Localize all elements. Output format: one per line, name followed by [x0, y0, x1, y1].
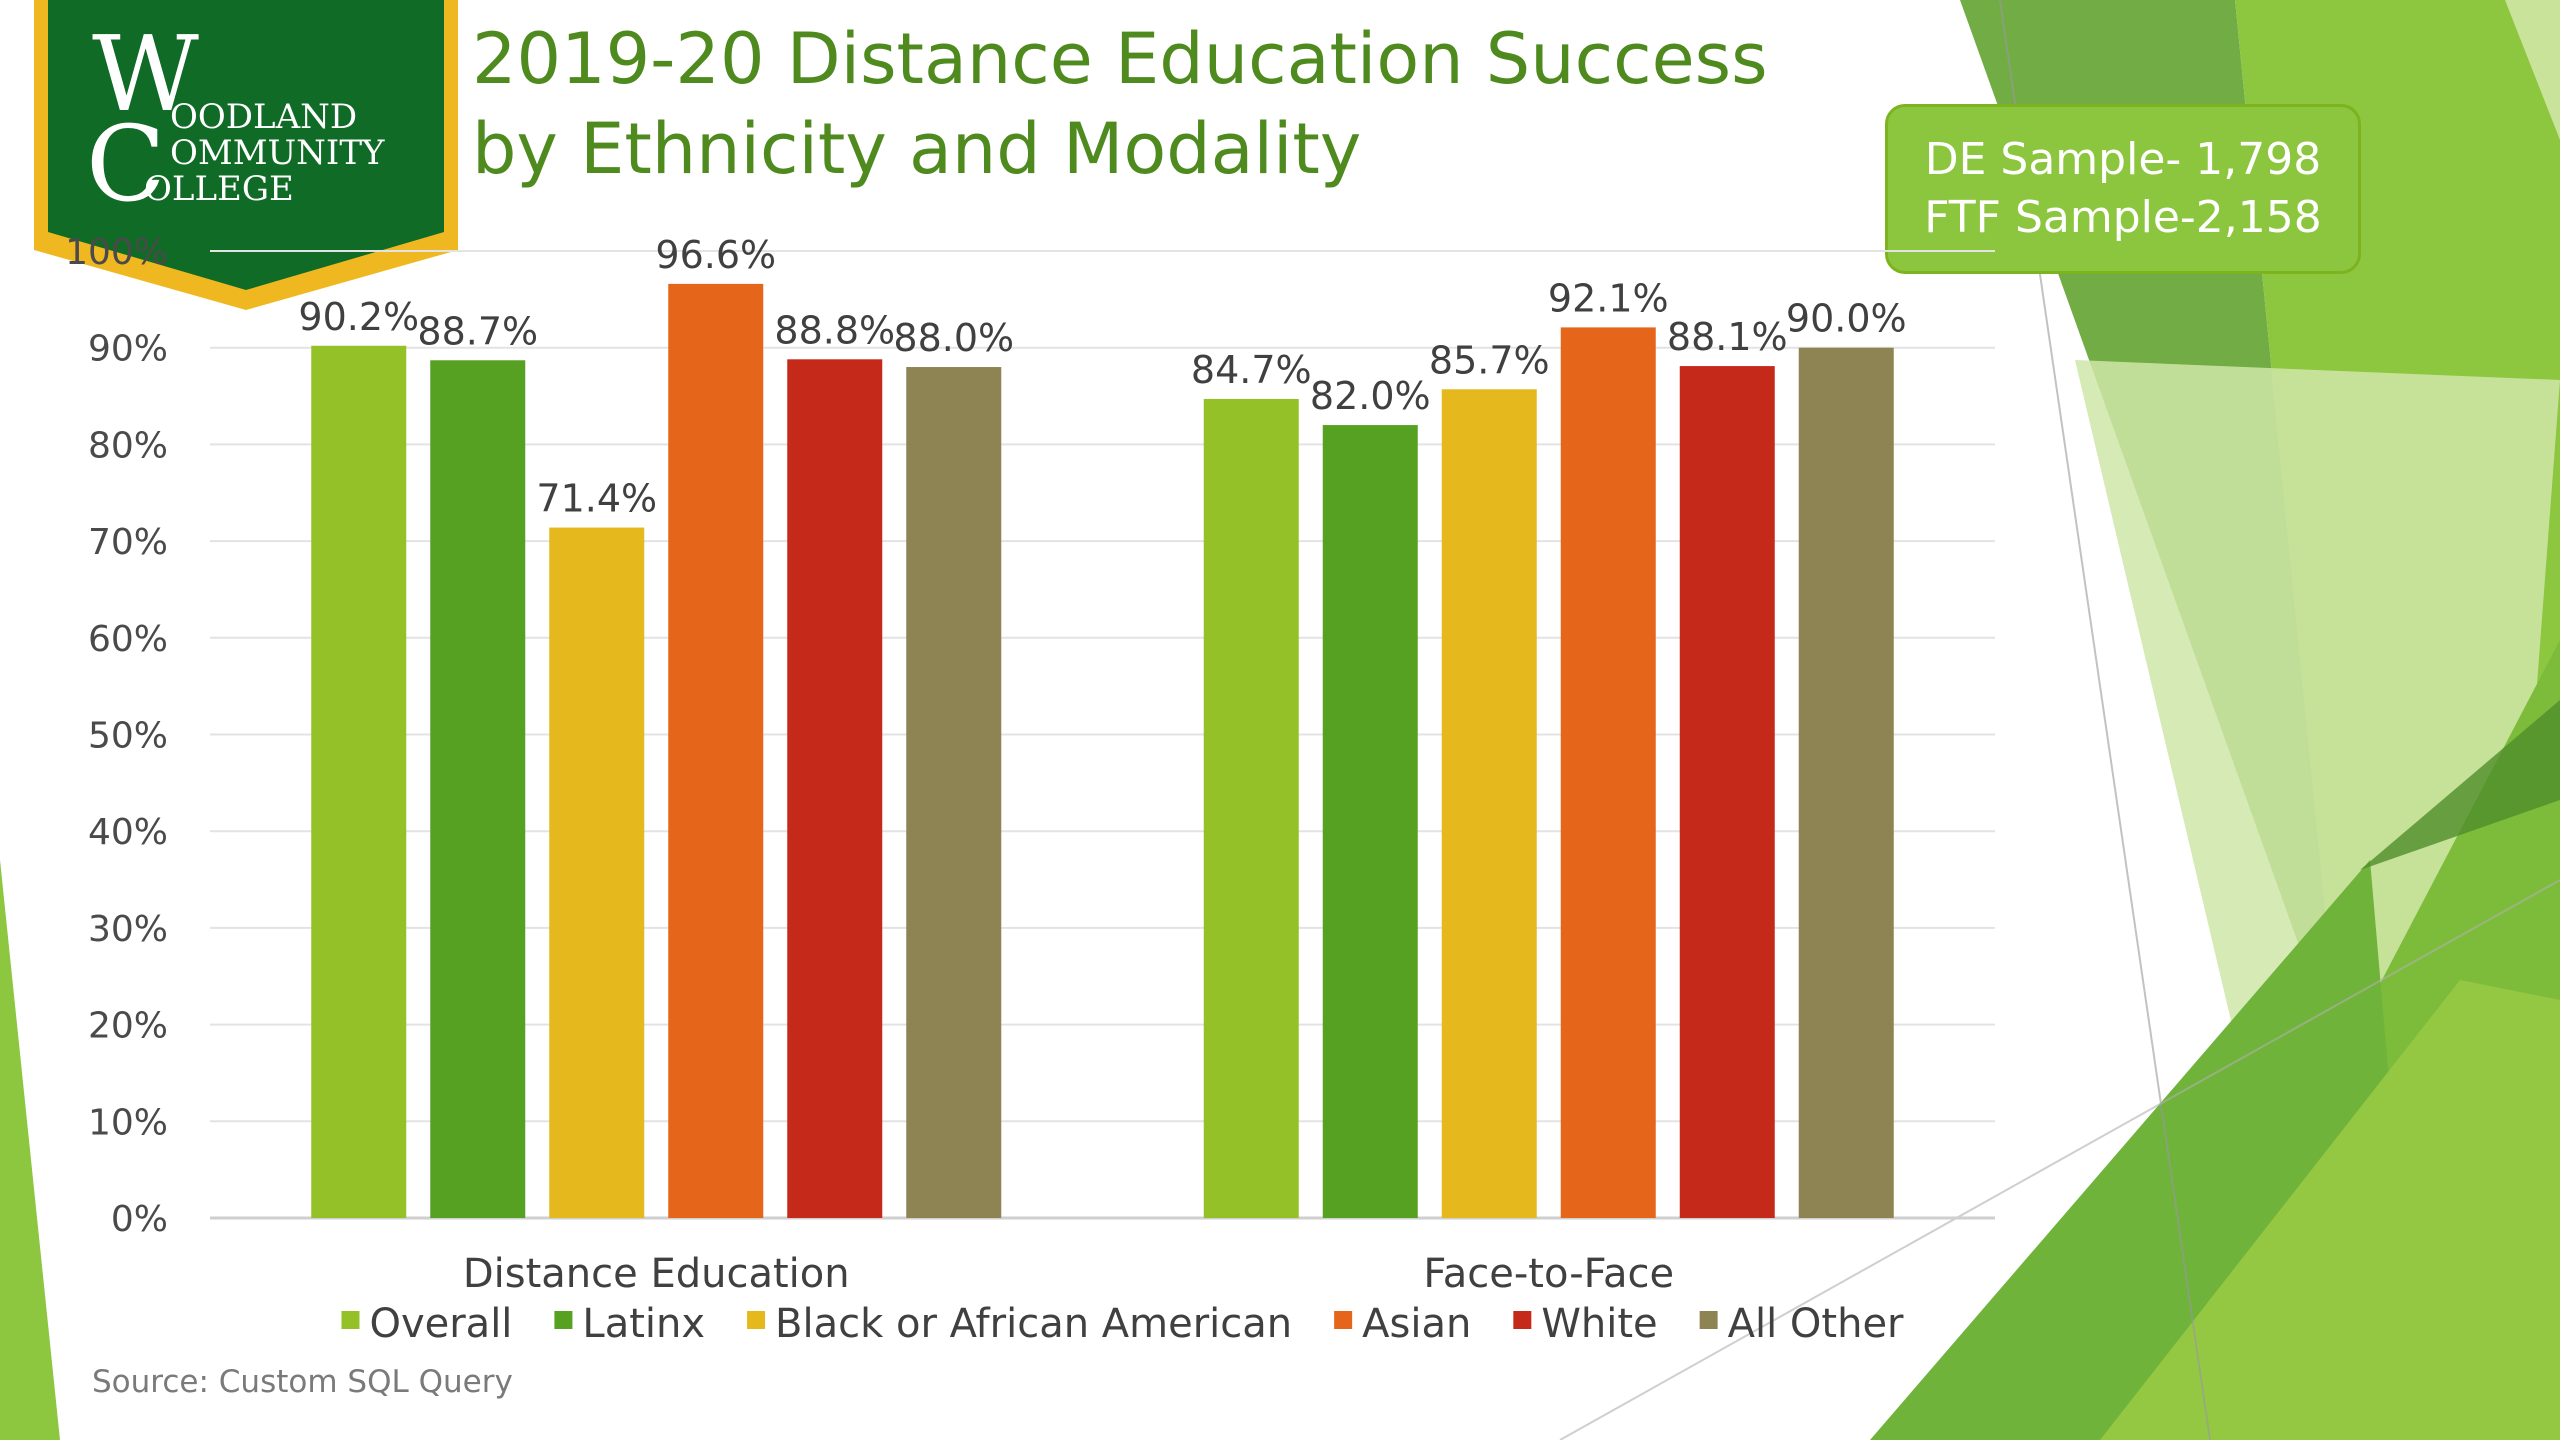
bar — [1679, 366, 1775, 1218]
y-tick-label: 50% — [88, 716, 168, 757]
y-tick-label: 100% — [65, 232, 168, 273]
bar — [1203, 398, 1299, 1218]
legend-item: Overall — [341, 1301, 512, 1347]
svg-text:C: C — [86, 103, 166, 225]
bar — [430, 360, 526, 1218]
y-tick-label: 20% — [88, 1006, 168, 1047]
bar — [1322, 425, 1418, 1218]
data-label: 71.4% — [536, 477, 657, 521]
bars — [311, 283, 1894, 1219]
legend-label: White — [1541, 1301, 1657, 1347]
data-label: 88.7% — [417, 309, 538, 353]
bar — [311, 345, 407, 1218]
logo-line2: OMMUNITY — [170, 133, 385, 173]
legend-swatch — [1334, 1311, 1353, 1329]
x-axis: Distance Education Face-to-Face — [463, 1251, 1674, 1297]
y-tick-label: 10% — [88, 1102, 168, 1143]
data-label: 90.0% — [1786, 297, 1907, 341]
svg-text:W: W — [92, 13, 199, 135]
legend: Overall Latinx Black or African American As… — [341, 1301, 1904, 1347]
legend-swatch — [1699, 1311, 1718, 1329]
data-label: 88.8% — [774, 308, 895, 352]
legend-label: Overall — [369, 1301, 512, 1347]
logo-line1: OODLAND — [170, 97, 357, 137]
sample-size-box: DE Sample- 1,798 FTF Sample-2,158 — [1885, 104, 2361, 274]
y-tick-label: 40% — [88, 812, 168, 853]
ftf-sample-text: FTF Sample-2,158 — [1924, 192, 2322, 243]
de-sample-text: DE Sample- 1,798 — [1924, 134, 2322, 185]
bar — [1441, 389, 1537, 1218]
college-logo: W C OODLAND OMMUNITY OLLEGE — [34, 0, 458, 310]
chart-title-line1: 2019-20 Distance Education Success — [472, 18, 1768, 100]
legend-label: Asian — [1362, 1301, 1471, 1347]
y-tick-label: 70% — [88, 522, 168, 563]
x-category-label: Distance Education — [463, 1251, 850, 1297]
bar — [1798, 347, 1894, 1218]
data-label: 96.6% — [655, 233, 776, 277]
bar — [787, 359, 883, 1219]
chart-title-line2: by Ethnicity and Modality — [472, 108, 1362, 190]
data-label: 82.0% — [1310, 374, 1431, 418]
y-tick-label: 30% — [88, 909, 168, 950]
legend-label: All Other — [1728, 1301, 1904, 1347]
data-label: 85.7% — [1429, 338, 1550, 382]
legend-label: Latinx — [582, 1301, 705, 1347]
y-axis: 0% 10% 20% 30% 40% 50% 60% 70% 80% 90% 100% — [65, 232, 168, 1240]
legend-item: Latinx — [554, 1301, 705, 1347]
bar — [549, 527, 645, 1218]
bar — [906, 367, 1002, 1218]
bar — [668, 283, 764, 1218]
legend-swatch — [341, 1311, 360, 1329]
legend-swatch — [1513, 1311, 1532, 1329]
y-tick-label: 80% — [88, 425, 168, 466]
bar — [1560, 327, 1656, 1218]
data-label: 84.7% — [1191, 348, 1312, 392]
logo-line3: OLLEGE — [144, 169, 294, 209]
legend-item: Asian — [1334, 1301, 1471, 1347]
y-tick-label: 0% — [111, 1199, 168, 1240]
legend-swatch — [747, 1311, 766, 1329]
data-label: 88.1% — [1667, 315, 1788, 359]
data-label: 88.0% — [893, 316, 1014, 360]
y-tick-label: 60% — [88, 619, 168, 660]
y-tick-label: 90% — [88, 329, 168, 370]
chart-title: 2019-20 Distance Education Success by Et… — [472, 14, 1768, 194]
legend-label: Black or African American — [775, 1301, 1292, 1347]
x-category-label: Face-to-Face — [1423, 1251, 1674, 1297]
legend-item: Black or African American — [747, 1301, 1292, 1347]
legend-item: All Other — [1699, 1301, 1904, 1347]
data-label: 90.2% — [298, 295, 419, 339]
data-labels: 90.2%88.7% 71.4% 96.6% 88.8%88.0% 84.7%82.0%… — [298, 233, 1906, 521]
legend-swatch — [554, 1311, 573, 1329]
legend-item: White — [1513, 1301, 1658, 1347]
source-note: Source: Custom SQL Query — [92, 1364, 513, 1400]
data-label: 92.1% — [1548, 276, 1669, 320]
